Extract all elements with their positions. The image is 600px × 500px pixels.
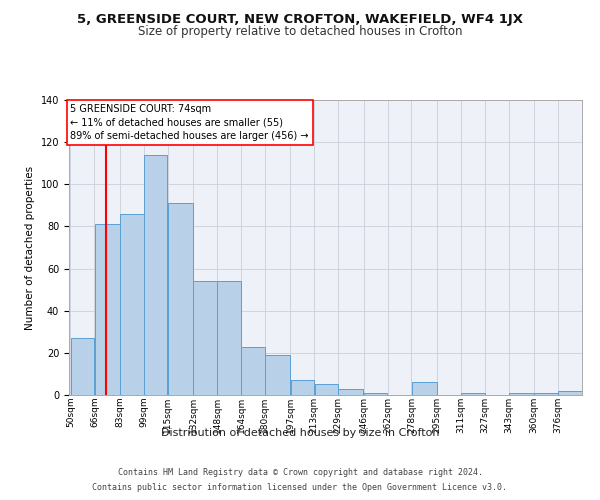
Y-axis label: Number of detached properties: Number of detached properties bbox=[25, 166, 35, 330]
Bar bbox=[71, 338, 94, 395]
Bar bbox=[95, 224, 119, 395]
Text: 5, GREENSIDE COURT, NEW CROFTON, WAKEFIELD, WF4 1JX: 5, GREENSIDE COURT, NEW CROFTON, WAKEFIE… bbox=[77, 12, 523, 26]
Bar bbox=[461, 393, 485, 395]
Text: Size of property relative to detached houses in Crofton: Size of property relative to detached ho… bbox=[138, 25, 462, 38]
Bar bbox=[217, 281, 241, 395]
Bar bbox=[290, 380, 314, 395]
Bar bbox=[412, 382, 437, 395]
Bar bbox=[120, 214, 143, 395]
Bar bbox=[168, 203, 193, 395]
Bar bbox=[509, 393, 534, 395]
Bar bbox=[535, 393, 558, 395]
Bar bbox=[338, 388, 364, 395]
Bar bbox=[558, 391, 582, 395]
Text: Contains public sector information licensed under the Open Government Licence v3: Contains public sector information licen… bbox=[92, 483, 508, 492]
Text: 5 GREENSIDE COURT: 74sqm
← 11% of detached houses are smaller (55)
89% of semi-d: 5 GREENSIDE COURT: 74sqm ← 11% of detach… bbox=[70, 104, 309, 141]
Bar bbox=[314, 384, 338, 395]
Bar bbox=[144, 155, 167, 395]
Bar bbox=[364, 393, 388, 395]
Text: Distribution of detached houses by size in Crofton: Distribution of detached houses by size … bbox=[161, 428, 439, 438]
Bar bbox=[265, 355, 290, 395]
Text: Contains HM Land Registry data © Crown copyright and database right 2024.: Contains HM Land Registry data © Crown c… bbox=[118, 468, 482, 477]
Bar bbox=[241, 346, 265, 395]
Bar bbox=[193, 281, 217, 395]
